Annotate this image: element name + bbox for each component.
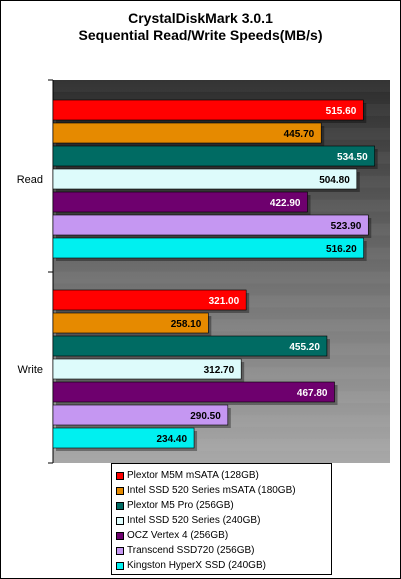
bar-write-4 xyxy=(52,358,242,380)
legend-label: Transcend SSD720 (256GB) xyxy=(127,545,255,556)
bar-value-label: 516.20 xyxy=(326,244,357,255)
bar-read-3 xyxy=(52,145,375,167)
legend-swatch xyxy=(116,501,124,510)
legend-item: Intel SSD 520 Series (240GB) xyxy=(116,513,331,528)
legend-label: Plextor M5 Pro (256GB) xyxy=(127,500,234,511)
plot-stripe xyxy=(53,80,390,92)
bar-value-label: 258.10 xyxy=(171,319,202,330)
bar-value-label: 422.90 xyxy=(270,198,301,209)
category-label-write: Write xyxy=(18,364,43,376)
plot-stripe xyxy=(53,319,390,332)
legend-item: OCZ Vertex 4 (256GB) xyxy=(116,528,331,543)
bar-write-2 xyxy=(52,312,209,334)
legend-swatch xyxy=(116,546,124,555)
legend-label: Plextor M5M mSATA (128GB) xyxy=(127,470,259,481)
bar-write-5 xyxy=(52,381,335,403)
bar-read-1 xyxy=(52,99,364,121)
bar-read-4 xyxy=(52,168,358,190)
bar-read-2 xyxy=(52,122,322,144)
plot-stripe xyxy=(53,439,390,452)
category-label-read: Read xyxy=(17,174,43,186)
legend-swatch xyxy=(116,471,124,480)
legend-label: OCZ Vertex 4 (256GB) xyxy=(127,530,229,541)
bar-value-label: 234.40 xyxy=(156,434,187,445)
bar-value-label: 523.90 xyxy=(331,221,362,232)
bar-read-5 xyxy=(52,191,308,213)
bar-read-7 xyxy=(52,237,364,259)
plot-stripe xyxy=(53,271,390,284)
legend-item: Plextor M5M mSATA (128GB) xyxy=(116,468,331,483)
bar-value-label: 290.50 xyxy=(190,411,221,422)
legend-swatch xyxy=(116,486,124,495)
bar-value-label: 445.70 xyxy=(284,129,315,140)
bar-value-label: 467.80 xyxy=(297,388,328,399)
bar-value-label: 455.20 xyxy=(289,342,320,353)
legend-label: Intel SSD 520 Series mSATA (180GB) xyxy=(127,485,296,496)
legend-swatch xyxy=(116,516,124,525)
legend-label: Kingston HyperX SSD (240GB) xyxy=(127,560,266,571)
legend-swatch xyxy=(116,561,124,570)
bar-value-label: 321.00 xyxy=(209,296,240,307)
legend: Plextor M5M mSATA (128GB) Intel SSD 520 S… xyxy=(111,463,332,575)
bar-write-6 xyxy=(52,404,229,426)
legend-item: Intel SSD 520 Series mSATA (180GB) xyxy=(116,483,331,498)
bar-value-label: 515.60 xyxy=(326,106,357,117)
bar-write-1 xyxy=(52,289,247,311)
legend-item: Plextor M5 Pro (256GB) xyxy=(116,498,331,513)
chart-title-line-2: Sequential Read/Write Speeds(MB/s) xyxy=(78,27,323,43)
bar-write-7 xyxy=(52,427,195,449)
chart-title: CrystalDiskMark 3.0.1 Sequential Read/Wr… xyxy=(0,10,401,44)
bar-read-6 xyxy=(52,214,369,236)
bar-value-label: 534.50 xyxy=(337,152,368,163)
bar-value-label: 504.80 xyxy=(319,175,350,186)
legend-label: Intel SSD 520 Series (240GB) xyxy=(127,515,261,526)
chart-title-line-1: CrystalDiskMark 3.0.1 xyxy=(128,10,273,26)
bar-value-label: 312.70 xyxy=(204,365,235,376)
legend-item: Kingston HyperX SSD (240GB) xyxy=(116,558,331,573)
bar-write-3 xyxy=(52,335,328,357)
legend-item: Transcend SSD720 (256GB) xyxy=(116,543,331,558)
legend-swatch xyxy=(116,531,124,540)
